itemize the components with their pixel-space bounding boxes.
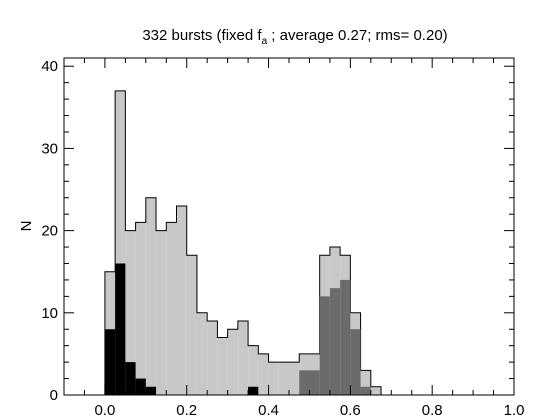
histogram-bar [104,329,116,395]
histogram-bar [340,279,351,395]
histogram-bar [248,386,259,395]
y-axis-label: N [18,221,35,232]
histogram-bar [360,386,371,395]
x-tick-label: 0.2 [176,402,197,419]
histogram-bar [145,386,157,395]
chart-title: 332 bursts (fixed fa ; average 0.27; rms… [142,27,447,47]
histogram-bar [135,378,146,395]
histogram-bar [217,337,228,395]
histogram-bar [196,312,208,395]
histogram-bar [278,362,289,395]
histogram-bar [258,353,269,395]
y-tick-label: 10 [41,305,58,322]
histogram-bar [166,222,177,395]
y-tick-label: 40 [41,58,58,75]
histogram-bar [125,230,136,395]
histogram-bar [145,197,157,395]
histogram-bar [156,230,167,395]
y-tick-label: 0 [50,387,58,404]
x-tick-label: 0.6 [340,402,361,419]
histogram-bar [135,222,146,395]
x-tick-label: 0.0 [94,402,115,419]
histogram-outline [104,90,382,395]
axis-tick-labels: 0.0 0.2 0.4 0.6 0.8 1.0 0 10 20 30 40 [41,58,524,419]
histogram-bar [329,288,341,395]
histogram-bar [237,321,249,395]
histogram-bar [309,370,320,395]
histogram-bar [115,90,126,395]
y-tick-label: 30 [41,140,58,157]
y-tick-label: 20 [41,223,58,240]
histogram-bar [115,263,126,395]
histogram-bar [227,329,238,395]
axis-ticks [63,58,514,396]
x-tick-label: 0.8 [422,402,443,419]
histogram-bar [350,329,361,395]
histogram-bar [207,321,218,395]
histogram-bar [370,386,382,395]
histogram-bar [176,205,187,395]
histogram-bars [104,90,382,395]
histogram-bar [186,255,197,395]
histogram-bar [248,345,259,395]
histogram-bar [268,362,279,395]
histogram-bar [289,362,300,395]
histogram-bar [319,296,330,395]
histogram-bar [360,370,371,395]
x-tick-label: 1.0 [504,402,525,419]
histogram-bar [125,362,136,395]
x-tick-label: 0.4 [258,402,279,419]
histogram-bar [299,370,310,395]
